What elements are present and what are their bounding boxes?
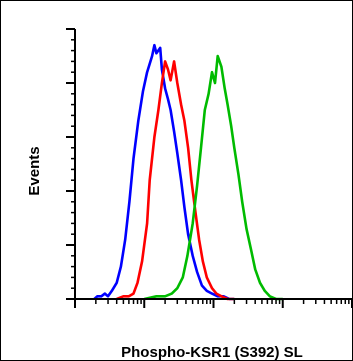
series-line-2 — [116, 60, 235, 301]
y-axis-title: Events — [26, 146, 43, 195]
x-axis-title: Phospho-KSR1 (S392) SL — [121, 344, 303, 360]
series-line-1 — [93, 43, 235, 301]
series-layer — [93, 43, 283, 301]
series-line-3 — [144, 54, 283, 301]
axis-layer — [66, 28, 352, 308]
